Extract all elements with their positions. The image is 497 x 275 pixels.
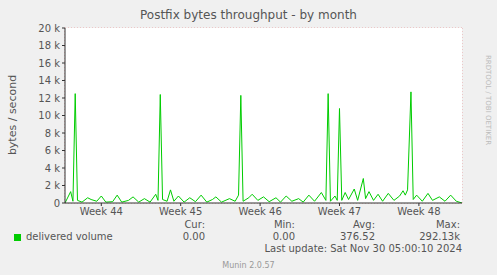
html-text:RRDTOOL / TOBI OETIKER: RRDTOOL / TOBI OETIKER	[484, 54, 492, 146]
svg-text:20 k: 20 k	[38, 23, 60, 34]
svg-text:8 k: 8 k	[45, 128, 61, 139]
svg-text:Week 48: Week 48	[397, 206, 440, 217]
html-text:delivered volume: delivered volume	[26, 231, 113, 242]
html-text:Avg:: Avg:	[353, 219, 375, 230]
svg-text:Week 47: Week 47	[318, 206, 361, 217]
svg-text:16 k: 16 k	[38, 58, 60, 69]
html-text:Postfix bytes throughput - by: Postfix bytes throughput - by month	[140, 8, 357, 22]
svg-text:6 k: 6 k	[45, 145, 61, 156]
html-text:Max:: Max:	[436, 219, 460, 230]
html-text:0.00: 0.00	[272, 231, 295, 242]
svg-text:18 k: 18 k	[38, 40, 60, 51]
html-text:0.00: 0.00	[182, 231, 205, 242]
svg-text:10 k: 10 k	[38, 110, 60, 121]
html-text:292.13k: 292.13k	[419, 231, 460, 242]
html-text:Cur:: Cur:	[184, 219, 205, 230]
svg-text:Week 46: Week 46	[238, 206, 281, 217]
svg-text:0: 0	[54, 198, 60, 209]
html-text:Last update: Sat Nov 30 05:00:: Last update: Sat Nov 30 05:00:10 2024	[264, 243, 462, 254]
svg-text:12 k: 12 k	[38, 93, 60, 104]
html-text:Min:: Min:	[273, 219, 295, 230]
svg-text:14 k: 14 k	[38, 75, 60, 86]
html-text:Munin 2.0.57: Munin 2.0.57	[222, 261, 275, 270]
svg-text:2 k: 2 k	[45, 180, 61, 191]
svg-text:Week 44: Week 44	[80, 206, 123, 217]
svg-text:Week 45: Week 45	[159, 206, 202, 217]
svg-text:4 k: 4 k	[45, 163, 61, 174]
html-text:bytes / second: bytes / second	[5, 74, 19, 156]
html-text:376.52: 376.52	[340, 231, 375, 242]
